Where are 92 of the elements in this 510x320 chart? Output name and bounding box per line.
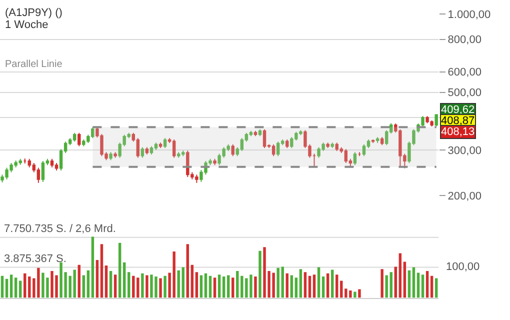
candlestick bbox=[36, 167, 40, 184]
candlestick bbox=[371, 139, 375, 144]
text: 408,87 bbox=[441, 115, 475, 127]
bar bbox=[146, 275, 148, 298]
candlestick bbox=[23, 158, 26, 164]
bar bbox=[398, 253, 402, 298]
bar bbox=[299, 269, 302, 298]
bar bbox=[281, 266, 284, 298]
ref-line-label: 3.875.367 S. bbox=[4, 253, 66, 265]
bar bbox=[290, 275, 293, 298]
bar bbox=[5, 278, 8, 298]
bar bbox=[182, 267, 184, 298]
bar bbox=[421, 274, 424, 298]
bar bbox=[164, 276, 166, 298]
bar bbox=[91, 236, 94, 298]
bar bbox=[18, 280, 22, 298]
bar bbox=[128, 272, 130, 298]
bar bbox=[0, 276, 4, 298]
bar bbox=[232, 278, 234, 298]
y-tick-label: 300,00 bbox=[448, 144, 482, 157]
y-tick-label: 200,00 bbox=[448, 190, 482, 202]
candlestick bbox=[41, 160, 45, 182]
bar bbox=[258, 250, 262, 298]
bar bbox=[416, 272, 420, 298]
candlestick bbox=[50, 158, 54, 168]
bar bbox=[186, 244, 189, 298]
bar bbox=[213, 278, 216, 298]
bar bbox=[403, 262, 406, 298]
ref-line-label: 7.750.735 S. / 2,6 Mrd. bbox=[4, 223, 116, 235]
text: 408,13 bbox=[441, 126, 475, 138]
bar bbox=[254, 276, 257, 298]
text: 100,00 bbox=[446, 261, 480, 273]
bar bbox=[358, 289, 361, 298]
bar bbox=[78, 264, 80, 298]
text: 409,62 bbox=[441, 104, 475, 116]
bar bbox=[208, 276, 212, 298]
bar bbox=[312, 274, 316, 298]
bar bbox=[96, 260, 99, 298]
y-tick-label: 500,00 bbox=[448, 87, 482, 100]
bar bbox=[294, 278, 298, 298]
bar bbox=[326, 273, 330, 298]
bar bbox=[122, 262, 126, 298]
bar bbox=[385, 275, 388, 298]
bar bbox=[73, 270, 76, 298]
bar bbox=[380, 269, 384, 298]
y-tick-label: 800,00 bbox=[448, 34, 482, 46]
bar bbox=[10, 274, 13, 298]
bar bbox=[308, 276, 312, 298]
bar bbox=[276, 268, 280, 298]
bar bbox=[82, 275, 86, 298]
bar bbox=[204, 273, 208, 298]
bar bbox=[190, 264, 194, 298]
bar bbox=[222, 276, 226, 298]
bar bbox=[177, 270, 180, 298]
bar bbox=[304, 272, 307, 298]
bar bbox=[104, 265, 108, 298]
candlestick bbox=[54, 162, 58, 171]
bar bbox=[408, 270, 411, 298]
bar bbox=[200, 275, 203, 298]
bar bbox=[426, 270, 429, 298]
y-tick-label: 1.000,00 bbox=[448, 9, 491, 21]
bar bbox=[141, 273, 144, 298]
bar bbox=[14, 278, 18, 298]
bar bbox=[412, 267, 416, 298]
bar bbox=[114, 274, 117, 298]
bar bbox=[118, 242, 122, 298]
bar bbox=[218, 274, 221, 298]
bar bbox=[195, 272, 198, 298]
candlestick bbox=[434, 114, 438, 128]
bar bbox=[434, 278, 438, 298]
bar bbox=[322, 276, 325, 298]
bar bbox=[394, 266, 397, 298]
bar bbox=[236, 270, 239, 298]
bar bbox=[317, 267, 320, 298]
bar bbox=[100, 244, 104, 298]
bar bbox=[24, 273, 26, 298]
bar bbox=[340, 280, 343, 298]
bar bbox=[226, 275, 230, 298]
chart-subtitle: 1 Woche bbox=[5, 19, 48, 31]
bar bbox=[159, 278, 162, 298]
y-tick-label: 600,00 bbox=[448, 66, 482, 79]
chart-title: (A1JP9Y) () bbox=[5, 7, 62, 19]
bar bbox=[390, 272, 392, 298]
bar bbox=[86, 270, 90, 298]
bar bbox=[354, 292, 356, 298]
bar bbox=[430, 276, 434, 298]
bar bbox=[336, 274, 338, 298]
annotation: Parallel Linie bbox=[5, 59, 63, 70]
bar bbox=[109, 270, 112, 298]
bar bbox=[286, 273, 288, 298]
bar bbox=[330, 270, 334, 298]
candlestick bbox=[78, 132, 81, 147]
